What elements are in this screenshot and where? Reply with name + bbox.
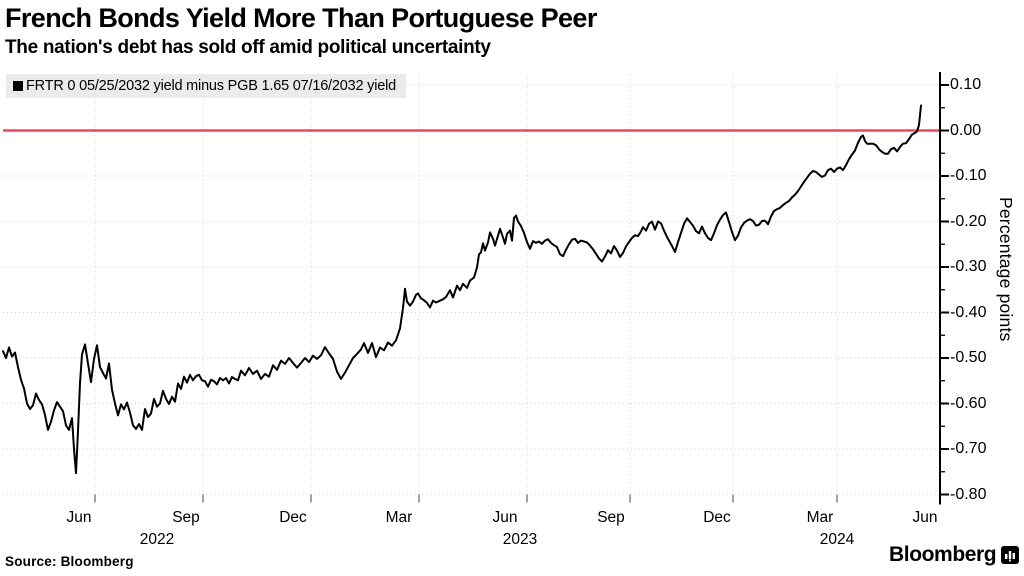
y-tick-label: -0.50 (950, 349, 987, 366)
legend-swatch-icon (13, 81, 23, 91)
x-tick-label: Jun (912, 509, 938, 526)
bloomberg-logo: Bloomberg (889, 543, 1020, 567)
y-tick-label: -0.70 (950, 440, 987, 457)
x-tick-label: Dec (703, 509, 731, 526)
legend-label: FRTR 0 05/25/2032 yield minus PGB 1.65 0… (26, 78, 396, 94)
y-tick-label: 0.00 (950, 121, 982, 139)
source-note: Source: Bloomberg (5, 554, 134, 569)
page-title: French Bonds Yield More Than Portuguese … (5, 3, 597, 33)
x-tick-label: Sep (172, 509, 200, 526)
bloomberg-wordmark: Bloomberg (889, 543, 997, 566)
x-tick-label: Mar (806, 509, 834, 526)
bloomberg-terminal-icon (1001, 546, 1020, 564)
y-tick-label: -0.20 (950, 212, 987, 230)
y-tick-label: -0.30 (950, 258, 987, 275)
y-tick-label: -0.60 (950, 394, 987, 412)
x-year-label: 2023 (502, 531, 538, 548)
x-tick-label: Sep (597, 509, 625, 526)
x-year-label: 2022 (139, 531, 175, 548)
y-tick-label: -0.80 (950, 485, 987, 503)
x-year-label: 2024 (819, 531, 855, 548)
page-subtitle: The nation's debt has sold off amid poli… (5, 37, 491, 58)
x-tick-label: Mar (385, 509, 413, 526)
y-axis-title: Percentage points (996, 197, 1016, 342)
x-tick-label: Dec (279, 509, 307, 526)
y-tick-label: -0.40 (950, 303, 987, 321)
x-tick-label: Jun (66, 509, 92, 526)
y-tick-label: -0.10 (950, 167, 987, 184)
legend: FRTR 0 05/25/2032 yield minus PGB 1.65 0… (6, 74, 406, 98)
x-tick-label: Jun (492, 509, 518, 526)
y-tick-label: 0.10 (950, 76, 982, 93)
